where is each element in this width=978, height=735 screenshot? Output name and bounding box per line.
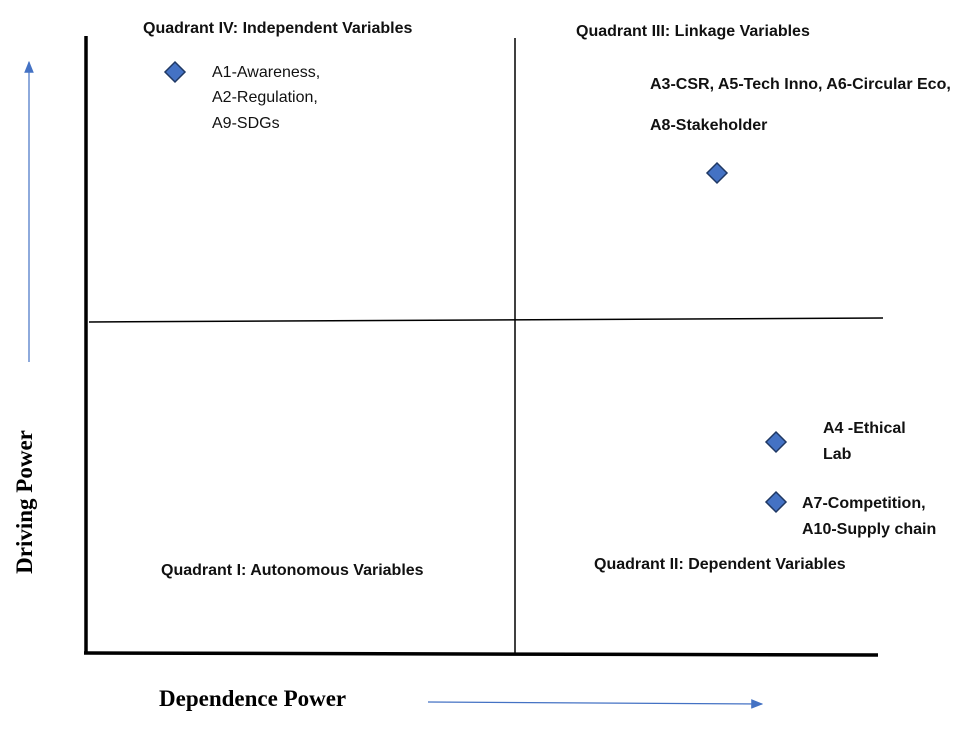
quadrant-label-independent: Quadrant IV: Independent Variables [143,20,413,37]
dependence-power-arrow [427,699,764,709]
quadrant-label-dependent: Quadrant II: Dependent Variables [594,556,846,573]
point-label-a7-line1: A7-Competition, [802,495,926,512]
quadrant-label-autonomous: Quadrant I: Autonomous Variables [161,562,424,579]
point-label-a1-line1: A1-Awareness, [212,64,320,81]
point-label-a1-line3: A9-SDGs [212,115,280,132]
point-label-a1-line2: A2-Regulation, [212,89,318,106]
point-label-a3-line1: A3-CSR, A5-Tech Inno, A6-Circular Eco, [650,76,951,93]
point-label-a3-line2: A8-Stakeholder [650,117,767,134]
x-axis-title: Dependence Power [159,686,346,711]
y-axis-title: Driving Power [12,430,37,574]
point-label-a4-line1: A4 -Ethical [823,420,906,437]
diamond-marker-a4 [764,430,788,454]
horizontal-divider [88,317,884,323]
diamond-marker-a1-a2-a9 [163,60,187,84]
point-label-a4-line2: Lab [823,446,852,463]
quadrant-label-linkage: Quadrant III: Linkage Variables [576,23,810,40]
point-label-a7-line2: A10-Supply chain [802,521,936,538]
diamond-marker-a7-a10 [764,490,788,514]
x-axis-line [83,651,879,657]
diamond-marker-a3-a5-a6-a8 [705,161,729,185]
